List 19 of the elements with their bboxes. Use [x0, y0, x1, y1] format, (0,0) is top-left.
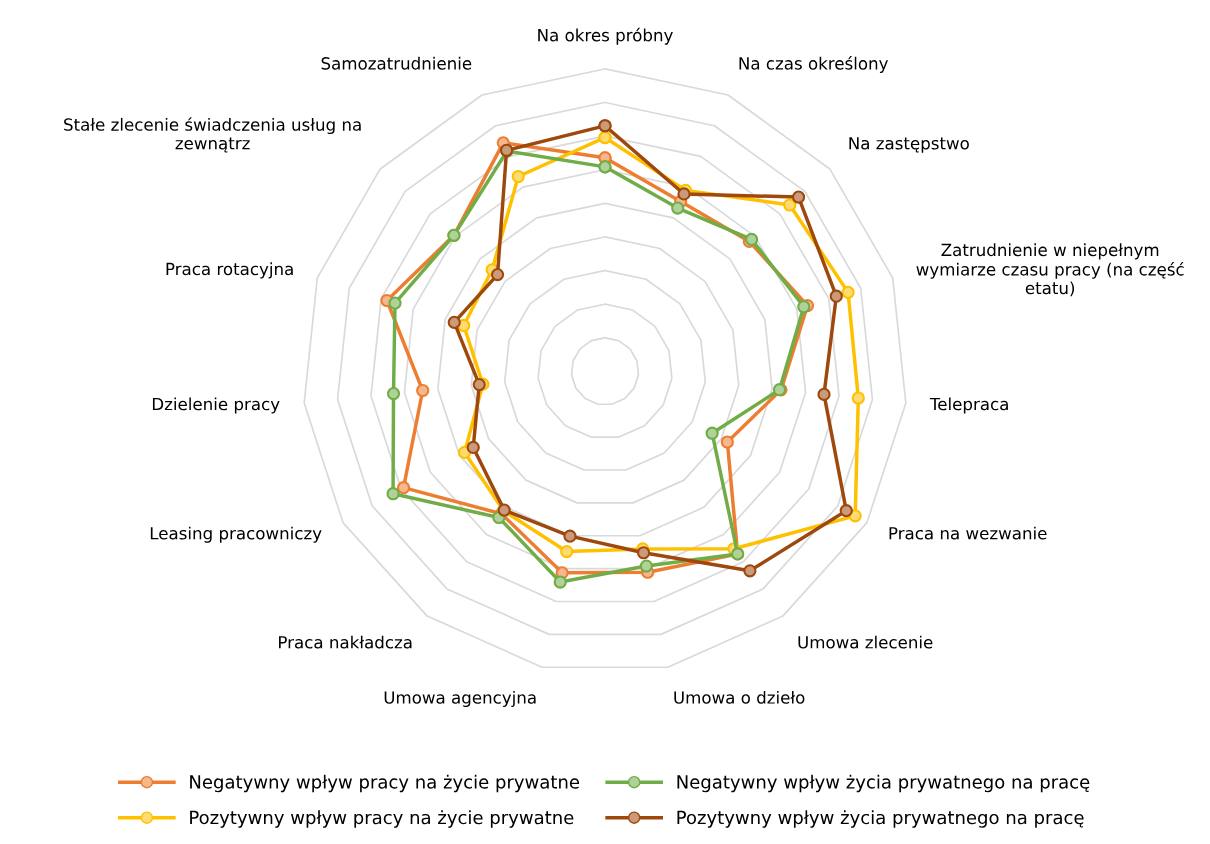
spoke-label: Umowa o dzieło: [674, 690, 805, 704]
spoke-label: Praca nakładcza: [279, 635, 412, 649]
spoke-label: Zatrudnienie w niepełnym wymiarze czasu pracy (na część etatu): [916, 243, 1184, 297]
legend-label: Pozytywny wpływ życia prywatnego na pracę: [677, 810, 1084, 828]
legend-label: Negatywny wpływ pracy na życie prywatne: [190, 774, 580, 793]
legend-label: Pozytywny wpływ pracy na życie prywatne: [190, 810, 574, 828]
spoke-label: Praca rotacyjna: [166, 262, 293, 279]
spoke-label: Telepraca: [929, 397, 1008, 414]
spoke-label: Praca na wezwanie: [889, 526, 1047, 540]
spoke-label: Samozatrudnienie: [321, 56, 472, 70]
spoke-label: Umowa zlecenie: [798, 635, 933, 649]
spoke-label: Stałe zlecenie świadczenia usług na zewnątrz: [64, 117, 361, 153]
legend-label: Negatywny wpływ życia prywatnego na pracę: [677, 774, 1090, 793]
spoke-label: Leasing pracowniczy: [150, 526, 322, 543]
spoke-label: Dzielenie pracy: [152, 397, 280, 414]
spoke-label: Na czas określony: [739, 56, 888, 73]
spoke-label: Na zastępstwo: [849, 137, 969, 153]
spoke-label: Na okres próbny: [538, 27, 673, 45]
spoke-label: Umowa agencyjna: [384, 690, 536, 708]
